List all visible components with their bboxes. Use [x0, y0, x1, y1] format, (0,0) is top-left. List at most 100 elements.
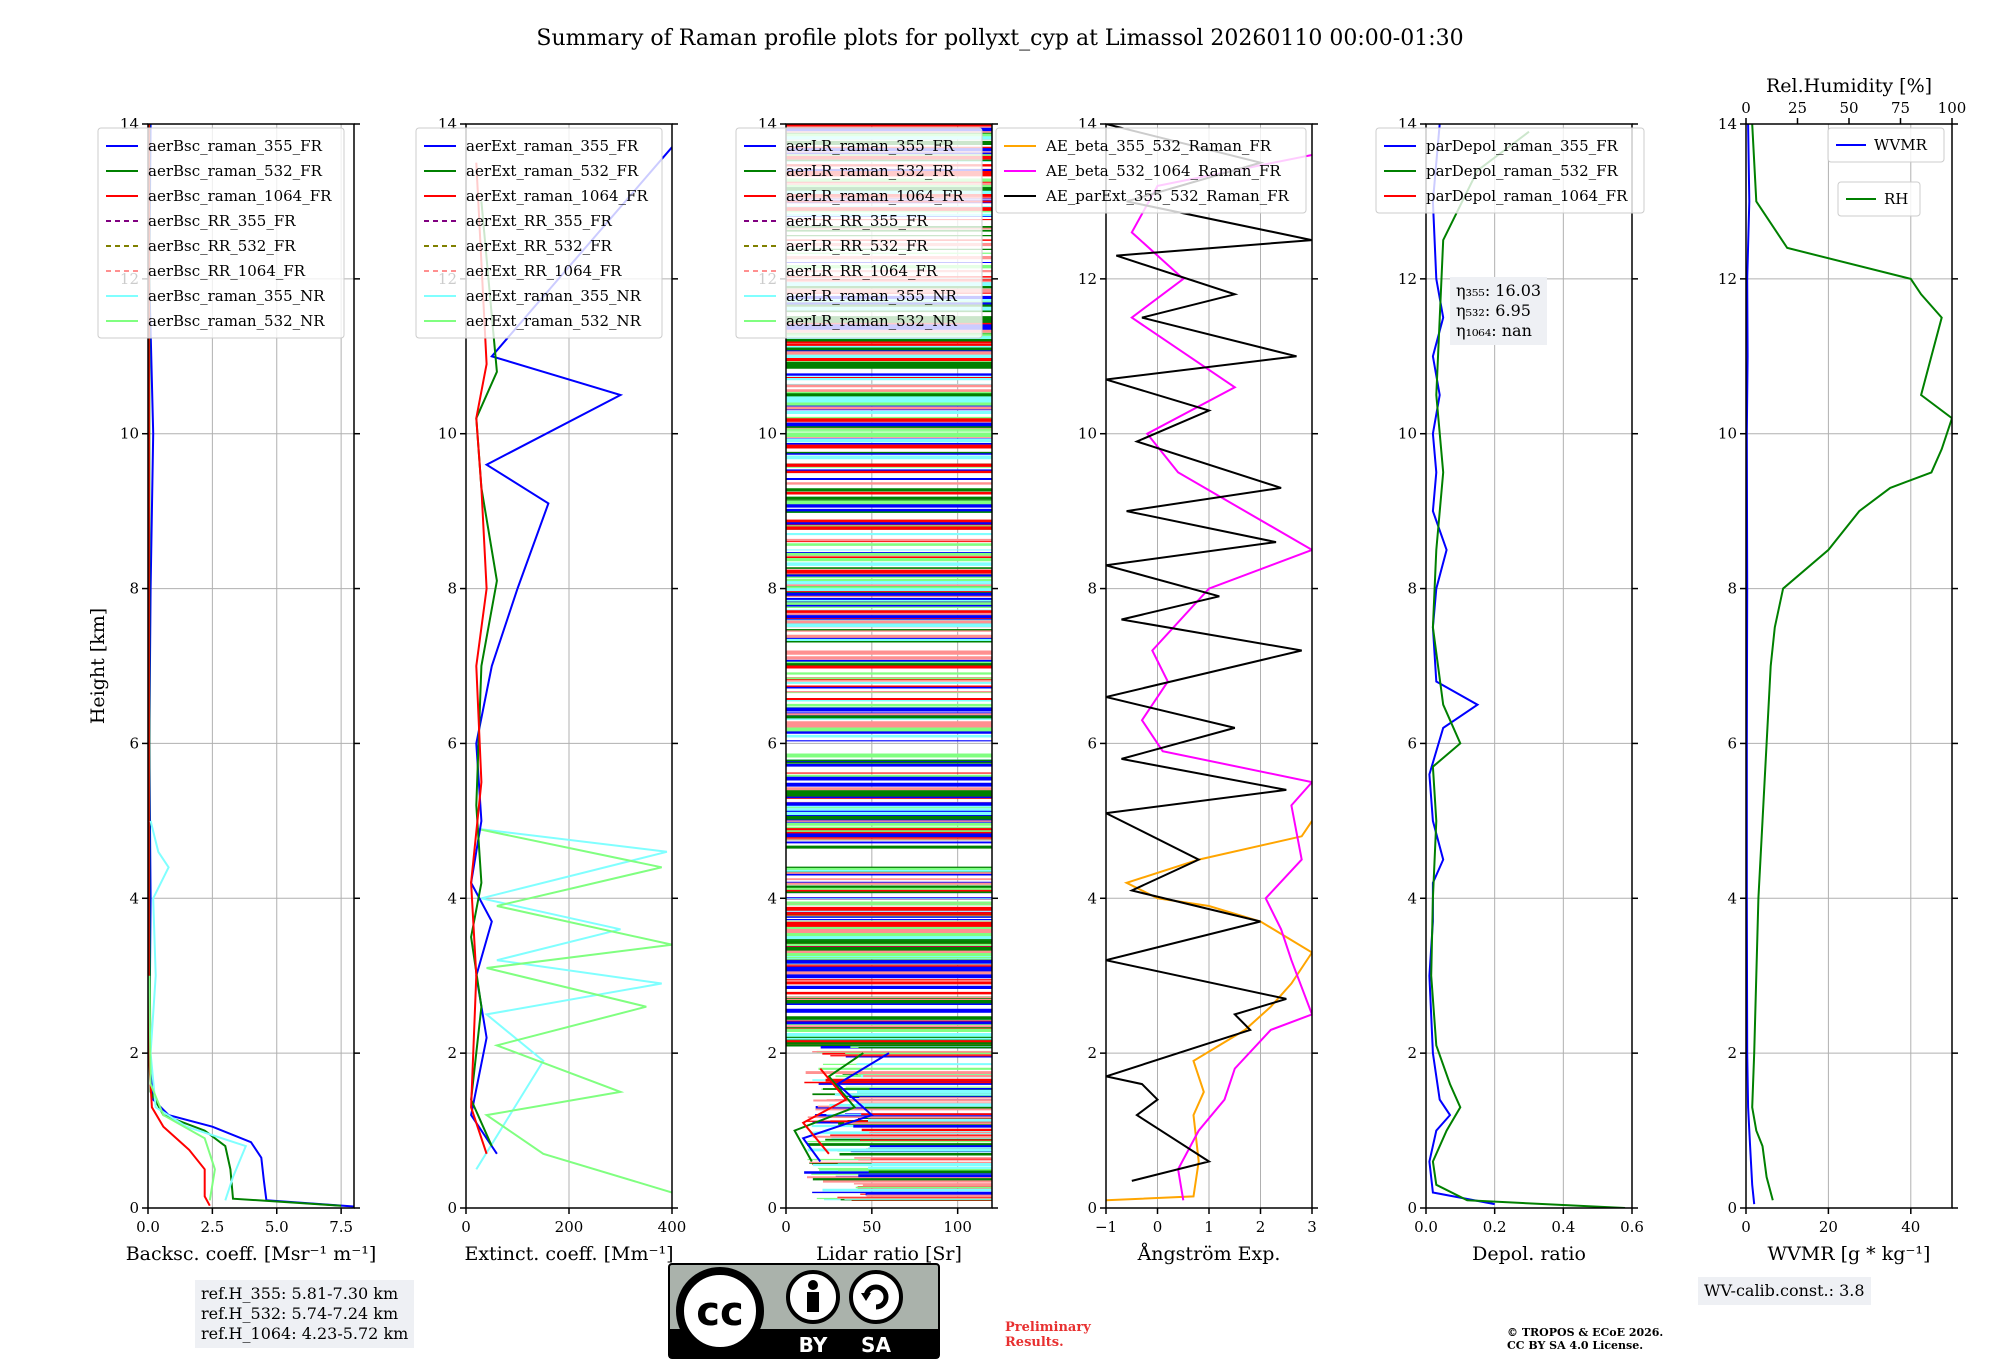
legend-label: aerExt_raman_1064_FR: [466, 187, 648, 205]
cc-logo-icon: [676, 1267, 764, 1355]
top-x-tick-label: 100: [1938, 99, 1967, 117]
x-axis-label: Extinct. coeff. [Mm⁻¹]: [464, 1243, 673, 1265]
x-tick-label: 7.5: [329, 1218, 353, 1236]
eta-box: η₃₅₅: 16.03 η₅₃₂: 6.95 η₁₀₆₄: nan: [1450, 277, 1548, 345]
ref-height-532: ref.H_532: 5.74-7.24 km: [201, 1304, 399, 1323]
series-aerBsc_raman_355_FR: [148, 124, 354, 1208]
series-aerExt_raman_1064_FR: [470, 162, 488, 1155]
y-tick-label: 6: [129, 734, 139, 752]
series-aerLR_raman_1064_FR: [801, 1067, 848, 1155]
copyright-line-2: CC BY SA 4.0 License.: [1507, 1339, 1644, 1352]
legend-label: aerBsc_raman_532_FR: [148, 162, 323, 180]
wv-calibration-constant: WV-calib.const.: 3.8: [1704, 1281, 1865, 1300]
y-tick-label: 2: [767, 1044, 777, 1062]
plot-frame: [147, 123, 355, 1209]
x-tick-label: 0: [781, 1218, 791, 1236]
x-tick-label: 0: [1741, 1218, 1751, 1236]
figure-title: Summary of Raman profile plots for polly…: [536, 26, 1463, 51]
legend-label: aerLR_raman_355_FR: [786, 137, 955, 155]
x-tick-label: 100: [943, 1218, 972, 1236]
x-tick-label: 400: [658, 1218, 687, 1236]
legend-label: parDepol_raman_1064_FR: [1426, 187, 1628, 205]
x-tick-label: 0: [1153, 1218, 1163, 1236]
legend-label: aerBsc_raman_355_FR: [148, 137, 323, 155]
eta-1064: η₁₀₆₄: nan: [1456, 321, 1532, 340]
preliminary-line-1: Preliminary: [1005, 1320, 1091, 1335]
y-tick-label: 10: [1078, 425, 1097, 443]
legend-label: aerExt_raman_532_NR: [466, 312, 642, 330]
y-tick-label: 6: [1087, 734, 1097, 752]
x-tick-label: 40: [1901, 1218, 1920, 1236]
eta-355: η₃₅₅: 16.03: [1456, 281, 1542, 300]
y-tick-label: 4: [447, 889, 457, 907]
legend-label: RH: [1884, 190, 1908, 208]
reference-height-box: ref.H_355: 5.81-7.30 km ref.H_532: 5.74-…: [195, 1280, 415, 1348]
y-tick-label: 4: [1727, 889, 1737, 907]
legend-label: aerExt_raman_532_FR: [466, 162, 639, 180]
x-tick-label: 0.2: [1483, 1218, 1507, 1236]
top-axis-label: Rel.Humidity [%]: [1766, 75, 1932, 97]
x-tick-label: −1: [1095, 1218, 1117, 1236]
series-WVMR: [1746, 124, 1756, 1205]
legend-label: aerExt_raman_355_NR: [466, 287, 642, 305]
y-tick-label: 8: [1407, 580, 1417, 598]
x-tick-label: 0.6: [1620, 1218, 1644, 1236]
y-tick-label: 10: [1398, 425, 1417, 443]
y-tick-label: 2: [1087, 1044, 1097, 1062]
x-tick-label: 50: [862, 1218, 881, 1236]
y-tick-label: 0: [1087, 1199, 1097, 1217]
plot-frame: [785, 123, 993, 1209]
x-tick-label: 0.0: [1414, 1218, 1438, 1236]
legend-box: [1827, 127, 1945, 163]
eta-532: η₅₃₂: 6.95: [1456, 301, 1531, 320]
wv-calibration-box: WV-calib.const.: 3.8: [1698, 1277, 1871, 1305]
series-AE_beta_355_532_Raman_FR: [1106, 820, 1312, 1202]
x-tick-label: 1: [1204, 1218, 1214, 1236]
series-AE_parExt_355_532_Raman_FR: [1106, 124, 1312, 1182]
legend-label: aerBsc_raman_1064_FR: [148, 187, 332, 205]
x-tick-label: 200: [555, 1218, 584, 1236]
cc-logo-text: cc: [696, 1289, 743, 1335]
y-tick-label: 6: [1407, 734, 1417, 752]
legend-label: aerLR_RR_355_FR: [786, 212, 928, 230]
y-tick-label: 8: [447, 580, 457, 598]
legend-box: [735, 127, 983, 339]
y-tick-label: 10: [438, 425, 457, 443]
preliminary-results-label: Preliminary Results.: [1005, 1320, 1091, 1350]
ref-height-1064: ref.H_1064: 4.23-5.72 km: [201, 1324, 409, 1343]
y-tick-label: 6: [767, 734, 777, 752]
legend-label: aerLR_RR_532_FR: [786, 237, 928, 255]
y-tick-label: 0: [767, 1199, 777, 1217]
y-tick-label: 0: [1727, 1199, 1737, 1217]
series-aerLR_raman_355_FR: [801, 1052, 890, 1163]
copyright-notice: © TROPOS & ECoE 2026. CC BY SA 4.0 Licen…: [1507, 1326, 1663, 1352]
preliminary-line-2: Results.: [1005, 1335, 1064, 1350]
top-x-tick-label: 75: [1891, 99, 1910, 117]
legend-box: [1837, 181, 1921, 217]
y-tick-label: 2: [1407, 1044, 1417, 1062]
x-tick-label: 3: [1307, 1218, 1317, 1236]
cc-license-badge: cc BY SA: [668, 1263, 940, 1359]
series-aerExt_raman_355_FR: [470, 146, 672, 1155]
x-tick-label: 2.5: [200, 1218, 224, 1236]
series-aerExt_raman_532_NR: [476, 827, 672, 1194]
x-axis-label: Backsc. coeff. [Msr⁻¹ m⁻¹]: [126, 1243, 377, 1265]
legend-label: aerBsc_raman_532_NR: [148, 312, 325, 330]
plot-frame: [1425, 123, 1633, 1209]
y-tick-label: 12: [1078, 270, 1097, 288]
legend-label: aerLR_raman_355_NR: [786, 287, 957, 305]
cc-by-label: BY: [799, 1333, 828, 1357]
y-tick-label: 8: [129, 580, 139, 598]
legend-label: parDepol_raman_532_FR: [1426, 162, 1619, 180]
x-axis-label: Ångström Exp.: [1137, 1243, 1281, 1265]
y-tick-label: 4: [767, 889, 777, 907]
y-tick-label: 10: [1718, 425, 1737, 443]
legend-label: aerExt_raman_355_FR: [466, 137, 639, 155]
y-tick-label: 4: [129, 889, 139, 907]
legend-box: [415, 127, 663, 339]
x-tick-label: 5.0: [265, 1218, 289, 1236]
